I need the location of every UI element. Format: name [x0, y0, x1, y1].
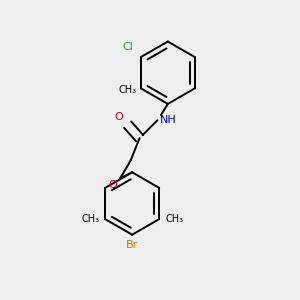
- Text: CH₃: CH₃: [81, 214, 99, 224]
- Text: CH₃: CH₃: [118, 85, 136, 95]
- Text: O: O: [108, 180, 117, 190]
- Text: NH: NH: [160, 115, 177, 125]
- Text: CH₃: CH₃: [165, 214, 183, 224]
- Text: Br: Br: [126, 240, 138, 250]
- Text: O: O: [115, 112, 123, 122]
- Text: Cl: Cl: [122, 42, 134, 52]
